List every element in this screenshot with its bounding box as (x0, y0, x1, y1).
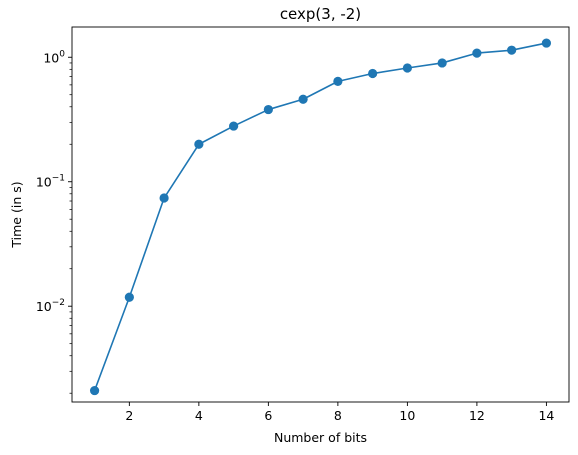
data-point (298, 94, 308, 104)
data-point (402, 63, 412, 73)
y-axis-label: Time (in s) (9, 181, 24, 248)
plot-frame (71, 26, 570, 403)
data-point (541, 38, 552, 48)
data-point (368, 68, 378, 79)
x-axis-ticks: 2 4 6 8 10 12 14 (125, 402, 554, 423)
x-tick-label: 2 (125, 408, 133, 423)
data-point (437, 58, 447, 68)
data-point (507, 45, 517, 55)
y-tick-label: 10−1 (36, 174, 65, 190)
chart-title: cexp(3, -2) (280, 5, 361, 23)
x-tick-label: 12 (469, 408, 485, 423)
data-point (194, 139, 204, 149)
data-point (472, 48, 482, 58)
data-point (159, 193, 169, 203)
data-point (263, 104, 273, 115)
series-layer (89, 38, 552, 396)
x-tick-label: 6 (264, 408, 272, 423)
data-point (89, 385, 100, 396)
series-line (93, 42, 547, 391)
x-tick-label: 14 (538, 408, 554, 423)
x-axis-label: Number of bits (274, 430, 367, 445)
data-point (333, 76, 343, 86)
y-tick-label: 10−2 (36, 298, 65, 314)
x-tick-label: 10 (399, 408, 415, 423)
x-tick-label: 8 (334, 408, 342, 423)
y-axis-ticks: 10−2 10−1 100 (36, 49, 72, 394)
x-tick-label: 4 (195, 408, 203, 423)
y-tick-label: 100 (43, 49, 65, 65)
data-point (229, 121, 239, 131)
data-point (124, 292, 134, 302)
